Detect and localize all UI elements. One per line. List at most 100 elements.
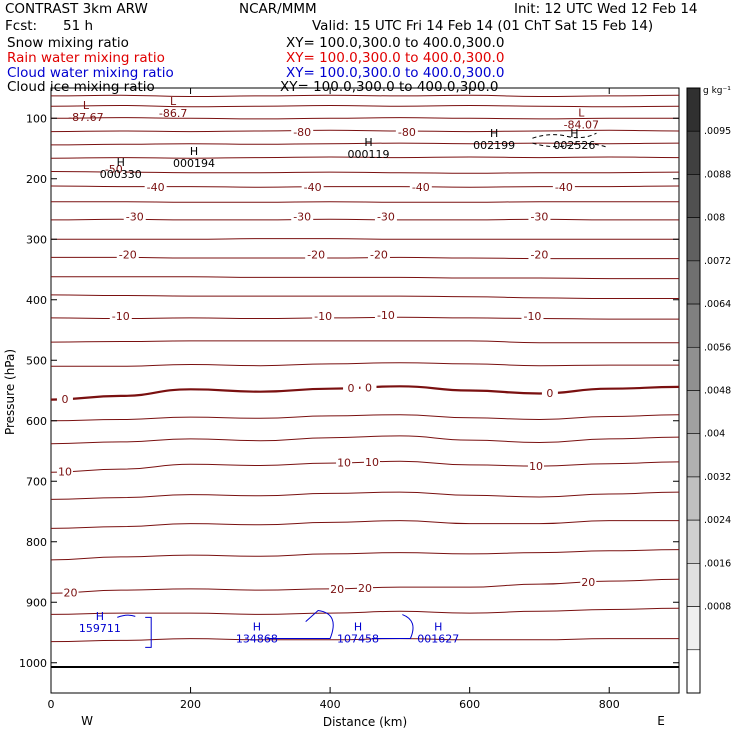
contour-label: 10 bbox=[337, 457, 351, 470]
colorbar-label: .0095 bbox=[704, 126, 731, 137]
colorbar-label: .004 bbox=[704, 429, 725, 440]
init-time: Init: 12 UTC Wed 12 Feb 14 bbox=[514, 1, 698, 17]
contour-label: -20 bbox=[530, 248, 548, 261]
contour-label: 10 bbox=[58, 466, 72, 479]
extremum-type: H bbox=[190, 145, 198, 158]
extremum-value: -86.7 bbox=[159, 107, 187, 120]
extremum-value: 000194 bbox=[173, 157, 215, 170]
contour-label: -80 bbox=[293, 126, 311, 139]
contour-line bbox=[51, 276, 679, 280]
contour-label-bg bbox=[409, 181, 432, 194]
contour-label: 20 bbox=[64, 586, 78, 599]
extremum-type: H bbox=[253, 621, 261, 634]
y-tick-label: 400 bbox=[26, 294, 47, 307]
contour-label-bg bbox=[301, 181, 324, 194]
contour-label-bg bbox=[56, 465, 73, 478]
contour-label: -10 bbox=[377, 309, 395, 322]
colorbar-label: .0056 bbox=[704, 342, 731, 353]
extremum-value: 000119 bbox=[347, 148, 389, 161]
contour-label-bg bbox=[109, 310, 132, 323]
contour-label: 0 bbox=[348, 382, 355, 395]
colorbar-label: .008 bbox=[704, 213, 725, 224]
legend-rain-xy: XY= 100.0,300.0 to 400.0,300.0 bbox=[286, 50, 505, 66]
extremum-type: L bbox=[83, 99, 90, 112]
contour-line bbox=[50, 129, 680, 133]
legend-cloudice-xy: XY= 100.0,300.0 to 400.0,300.0 bbox=[280, 79, 499, 95]
colorbar-swatch bbox=[686, 563, 701, 607]
extremum-L: L-84.07 bbox=[564, 106, 599, 131]
contour-label-bg bbox=[116, 248, 139, 261]
contour-label-bg bbox=[527, 460, 544, 473]
colorbar-frame bbox=[686, 87, 701, 694]
contour-line bbox=[50, 104, 680, 108]
contour-label-bg bbox=[291, 210, 314, 223]
contour-label: -10 bbox=[112, 310, 130, 323]
contour-line bbox=[50, 142, 680, 146]
contour-label-bg bbox=[374, 308, 397, 321]
legend-cloudwater-label: Cloud water mixing ratio bbox=[7, 65, 174, 81]
contour-label-bg bbox=[367, 248, 390, 261]
contour-label-bg bbox=[528, 210, 551, 223]
extremum-type: L bbox=[578, 106, 585, 119]
contour-label-bg bbox=[363, 456, 380, 469]
colorbar-label: .0024 bbox=[704, 515, 731, 526]
contour-label-bg bbox=[343, 381, 360, 394]
y-tick-label: 900 bbox=[26, 596, 47, 609]
contour-label: -40 bbox=[555, 181, 573, 194]
contour-line bbox=[51, 201, 679, 203]
contour-label: 0 bbox=[365, 381, 372, 394]
fcst-label: Fcst: bbox=[5, 18, 38, 34]
contour-label-bg bbox=[123, 210, 146, 223]
contour-line bbox=[50, 94, 680, 98]
contour-line bbox=[50, 156, 680, 159]
extremum-value: 000330 bbox=[100, 168, 142, 181]
contour-label: -10 bbox=[523, 310, 541, 323]
colorbar-swatch bbox=[686, 260, 701, 305]
contour-label-bg bbox=[528, 248, 551, 261]
contour-label: -30 bbox=[377, 210, 395, 223]
colorbar-swatch bbox=[686, 649, 701, 694]
legend-snow-xy: XY= 100.0,300.0 to 400.0,300.0 bbox=[286, 35, 505, 51]
contour-label-bg bbox=[580, 575, 597, 588]
west-label: W bbox=[81, 714, 93, 728]
contour-line bbox=[50, 362, 679, 367]
fcst-value: 51 h bbox=[63, 18, 94, 34]
contour-label: -20 bbox=[370, 248, 388, 261]
contour-label-bg bbox=[62, 586, 79, 599]
colorbar-swatch bbox=[686, 217, 701, 262]
x-tick-label: 800 bbox=[599, 698, 620, 711]
cloud-ice-contour bbox=[532, 132, 607, 148]
cloud-water-contour bbox=[117, 614, 152, 648]
contour-line bbox=[50, 491, 680, 500]
extremum-type: H bbox=[354, 621, 362, 634]
colorbar-label: .0088 bbox=[704, 169, 731, 180]
contour-line bbox=[50, 340, 679, 344]
contour-line bbox=[50, 294, 679, 300]
contour-label-bg bbox=[305, 248, 328, 261]
contour-label: 20 bbox=[581, 576, 595, 589]
contour-label: -80 bbox=[398, 126, 416, 139]
legend-snow-label: Snow mixing ratio bbox=[7, 35, 129, 51]
y-tick-label: 500 bbox=[26, 354, 47, 367]
contour-line bbox=[50, 520, 679, 529]
contour-line bbox=[50, 117, 679, 120]
valid-time: Valid: 15 UTC Fri 14 Feb 14 (01 ChT Sat … bbox=[312, 18, 654, 34]
x-tick-label: 400 bbox=[320, 698, 341, 711]
cloud-water-contour bbox=[371, 614, 414, 640]
colorbar-swatch bbox=[686, 130, 701, 175]
colorbar-swatch bbox=[686, 174, 701, 218]
colorbar-swatch bbox=[686, 346, 701, 391]
extremum-type: H bbox=[117, 156, 125, 169]
legend-cloudwater-xy: XY= 100.0,300.0 to 400.0,300.0 bbox=[286, 65, 505, 81]
contour-label-bg bbox=[144, 181, 167, 194]
contour-label: 20 bbox=[358, 582, 372, 595]
contour-label-bg bbox=[329, 582, 346, 595]
contour-label-bg bbox=[102, 163, 125, 176]
legend-cloudice-label: Cloud ice mixing ratio bbox=[7, 79, 155, 95]
y-tick-label: 100 bbox=[26, 112, 47, 125]
